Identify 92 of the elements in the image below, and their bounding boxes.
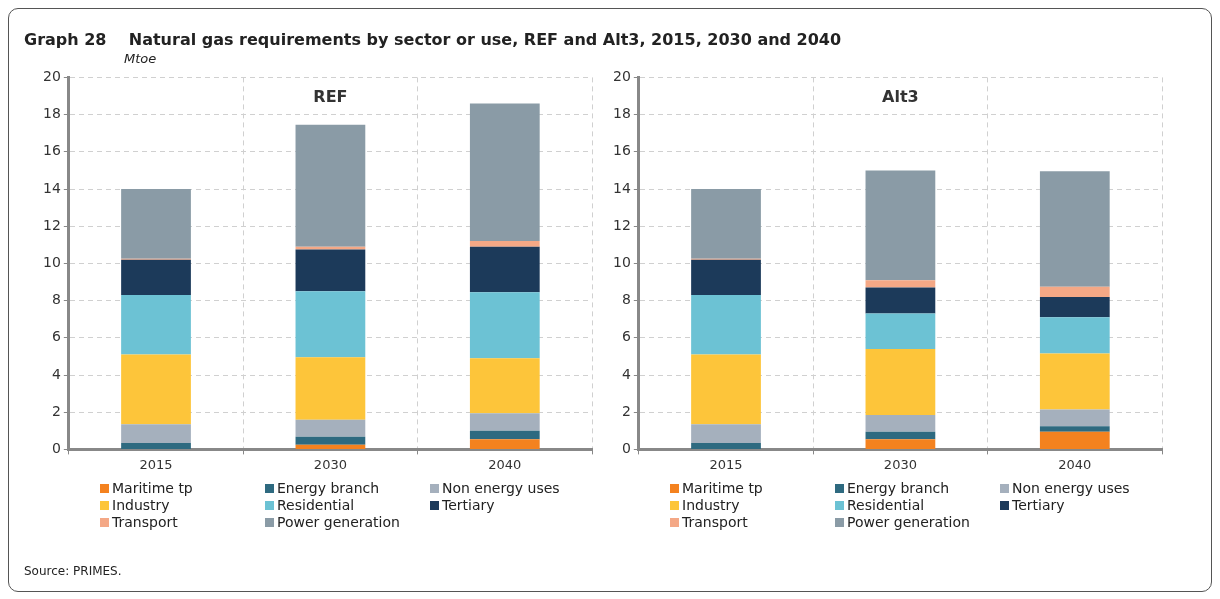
bar: [1039, 353, 1110, 410]
bar: [691, 259, 761, 296]
y-tick-label: 2: [621, 402, 631, 419]
x-tick-label: 2040: [488, 456, 522, 472]
bar: [469, 430, 540, 440]
legend-label: Maritime tp: [112, 480, 193, 496]
y-tick-label: 0: [51, 440, 61, 457]
legend-label: Industry: [682, 497, 740, 513]
y-tick-label: 20: [42, 68, 61, 85]
x-tick-label: 2015: [709, 456, 743, 472]
y-tick-label: 10: [612, 254, 631, 271]
bar: [865, 170, 936, 281]
y-tick-label: 6: [621, 328, 631, 345]
text: Alt3: [882, 86, 919, 106]
legend-label: Residential: [847, 497, 925, 513]
y-tick-label: 20: [612, 68, 631, 85]
legend-label: Non energy uses: [1012, 480, 1130, 496]
bar: [295, 436, 366, 445]
source-note: Source: PRIMES.: [24, 564, 122, 578]
bar: [865, 439, 936, 449]
y-tick-label: 4: [621, 365, 631, 382]
bar: [469, 413, 540, 431]
legend-label: Energy branch: [847, 480, 950, 496]
x-tick-label: 2030: [883, 456, 917, 472]
x-tick-label: 2040: [1058, 456, 1092, 472]
legend-label: Transport: [112, 514, 178, 530]
y-tick-label: 8: [621, 291, 631, 308]
y-tick-label: 14: [612, 179, 631, 196]
bar: [469, 292, 540, 359]
bar: [469, 246, 540, 293]
bar: [295, 419, 366, 437]
legend-label: Residential: [277, 497, 355, 513]
y-tick-label: 16: [42, 142, 61, 159]
legend-label: Maritime tp: [682, 480, 763, 496]
y-tick-label: 14: [42, 179, 61, 196]
bar: [295, 291, 366, 358]
bar: [469, 439, 540, 449]
bar: [121, 259, 191, 296]
legend-label: Tertiary: [1012, 497, 1065, 513]
y-tick-label: 6: [51, 328, 61, 345]
bar: [865, 313, 936, 349]
bar: [469, 103, 540, 242]
bar: [469, 241, 540, 247]
legend-label: Non energy uses: [442, 480, 560, 496]
y-tick-label: 0: [621, 440, 631, 457]
x-tick-label: 2030: [313, 456, 347, 472]
bar: [865, 287, 936, 314]
bar: [295, 249, 366, 292]
text: Graph 28 Natural gas requirements by sector or use, REF and Alt3, 2015, 2030 and 2040: [24, 30, 842, 49]
bar: [865, 414, 936, 432]
bar: [121, 424, 191, 443]
bar: [295, 357, 366, 420]
bar: [1039, 296, 1110, 318]
bar: [865, 280, 936, 288]
bar: [1039, 317, 1110, 354]
bar: [121, 295, 191, 355]
y-tick-label: 10: [42, 254, 61, 271]
bar: [295, 444, 366, 449]
y-tick-label: 12: [612, 216, 631, 233]
y-tick-label: 4: [51, 365, 61, 382]
bar: [469, 358, 540, 414]
bar: [121, 354, 191, 425]
bar: [121, 189, 191, 259]
legend-label: Transport: [682, 514, 748, 530]
bar: [691, 295, 761, 355]
y-tick-label: 16: [612, 142, 631, 159]
legend-label: Industry: [112, 497, 170, 513]
bar: [691, 424, 761, 443]
bar: [691, 189, 761, 259]
x-tick-label: 2015: [139, 456, 173, 472]
bar: [1039, 286, 1110, 297]
bar: [121, 442, 191, 449]
bar: [295, 124, 366, 247]
legend-label: Energy branch: [277, 480, 380, 496]
bar: [1039, 409, 1110, 427]
bar: [865, 431, 936, 440]
legend-label: Tertiary: [442, 497, 495, 513]
y-tick-label: 2: [51, 402, 61, 419]
text: Mtoe: [124, 51, 157, 66]
y-tick-label: 18: [612, 105, 631, 122]
bar: [691, 442, 761, 449]
bar: [1039, 171, 1110, 287]
y-tick-label: 18: [42, 105, 61, 122]
text: REF: [313, 86, 348, 106]
bar: [865, 348, 936, 415]
legend-label: Power generation: [277, 514, 400, 530]
legend-label: Power generation: [847, 514, 970, 530]
bar: [1039, 431, 1110, 449]
y-tick-label: 8: [51, 291, 61, 308]
bar: [691, 354, 761, 425]
y-tick-label: 12: [42, 216, 61, 233]
bar: [1039, 426, 1110, 432]
